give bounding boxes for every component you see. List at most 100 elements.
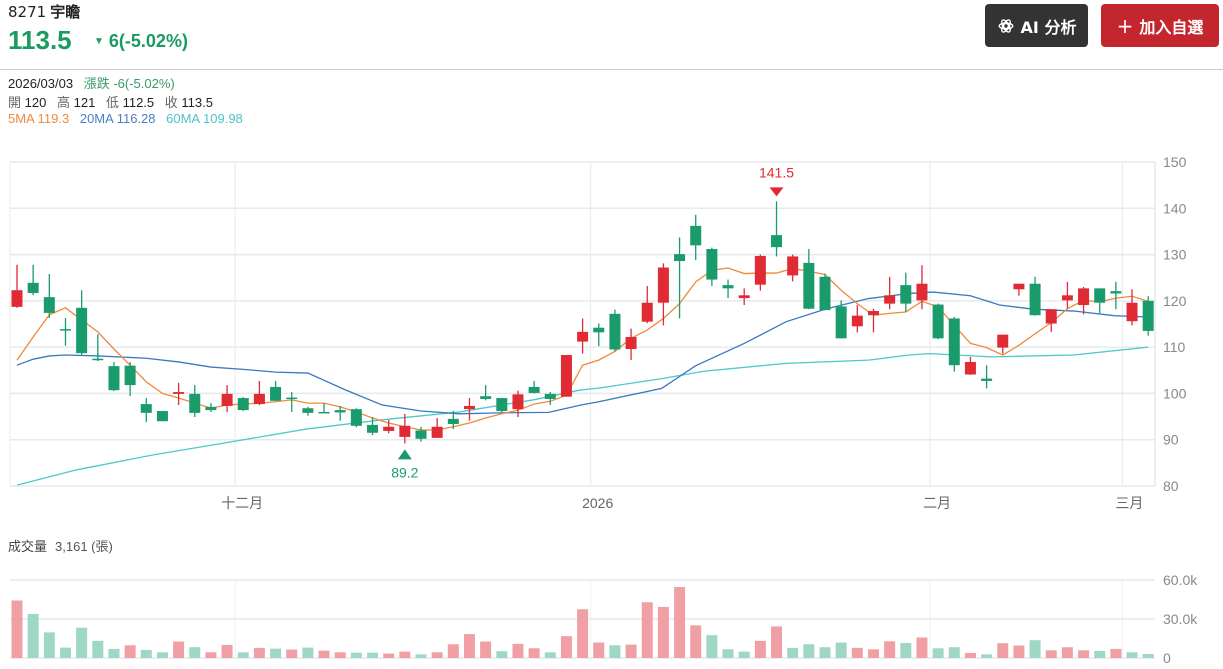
candle-down bbox=[318, 403, 330, 414]
candle-down bbox=[771, 201, 783, 257]
info-change-label: 漲跌 bbox=[83, 76, 110, 91]
date-tick-label: 十二月 bbox=[221, 495, 263, 511]
volume-bar bbox=[124, 645, 136, 658]
candle-down bbox=[76, 290, 88, 356]
candle-body bbox=[480, 396, 492, 399]
volume-bar bbox=[221, 644, 233, 658]
candle-down bbox=[690, 214, 702, 261]
volume-value: 3,161 (張) bbox=[55, 539, 113, 554]
candle-body bbox=[657, 267, 669, 303]
candle-down bbox=[447, 411, 459, 430]
ma60-value: 109.98 bbox=[203, 111, 243, 126]
candle-body bbox=[463, 405, 475, 410]
volume-bar bbox=[270, 648, 282, 658]
candle-body bbox=[560, 355, 572, 397]
volume-bar bbox=[11, 600, 23, 658]
candle-down bbox=[706, 247, 718, 287]
candle-body bbox=[189, 393, 201, 413]
chart-grid bbox=[9, 161, 1156, 658]
candle-body bbox=[431, 426, 443, 438]
ai-analysis-button[interactable]: AI 分析 bbox=[985, 4, 1088, 47]
volume-bar bbox=[512, 643, 524, 658]
volume-bar bbox=[577, 609, 589, 658]
price-change: ▼ 6(-5.02%) bbox=[94, 31, 188, 52]
header-divider bbox=[0, 69, 1223, 70]
candle-down bbox=[1029, 276, 1041, 316]
candle-body bbox=[1142, 300, 1154, 331]
candle-body bbox=[140, 404, 152, 413]
ma20-line bbox=[16, 291, 1149, 415]
volume-bar bbox=[803, 644, 815, 658]
volume-bar bbox=[851, 647, 863, 658]
volume-bar bbox=[900, 642, 912, 658]
candle-body bbox=[593, 327, 605, 333]
volume-bar bbox=[92, 640, 104, 658]
volume-bar bbox=[787, 647, 799, 658]
ma60-line bbox=[16, 346, 1149, 486]
candle-down bbox=[189, 385, 201, 418]
candle-body bbox=[900, 285, 912, 304]
candle-body bbox=[690, 225, 702, 246]
candle-down bbox=[334, 405, 346, 421]
candle-down bbox=[286, 392, 298, 412]
candle-body bbox=[867, 311, 879, 316]
candles bbox=[11, 201, 1154, 444]
candle-down bbox=[900, 272, 912, 312]
volume-bar bbox=[657, 606, 669, 658]
price-tick-label: 100 bbox=[1163, 385, 1187, 401]
ma60-label: 60MA bbox=[166, 111, 200, 126]
volume-bar bbox=[480, 641, 492, 658]
ma20-value: 116.28 bbox=[116, 111, 156, 126]
candle-up bbox=[11, 264, 23, 308]
candle-body bbox=[286, 397, 298, 400]
volume-bar bbox=[528, 648, 540, 658]
open-value: 120 bbox=[24, 95, 47, 110]
candle-down bbox=[367, 417, 379, 436]
candle-body bbox=[318, 411, 330, 414]
add-to-watchlist-label: 加入自選 bbox=[1139, 17, 1204, 37]
volume-bar bbox=[771, 626, 783, 658]
candle-down bbox=[819, 273, 831, 311]
volume-bar bbox=[641, 602, 653, 658]
price-tick-label: 130 bbox=[1163, 247, 1187, 263]
candle-body bbox=[981, 378, 993, 381]
candle-body bbox=[851, 315, 863, 327]
candle-up bbox=[964, 356, 976, 375]
volume-bar bbox=[1110, 648, 1122, 658]
candle-up bbox=[1045, 309, 1057, 332]
candle-down bbox=[302, 406, 314, 416]
candle-body bbox=[43, 297, 55, 313]
price-tick-label: 120 bbox=[1163, 293, 1187, 309]
info-date-row: 2026/03/03 漲跌 -6(-5.02%) bbox=[8, 73, 175, 92]
candle-body bbox=[156, 411, 168, 422]
volume-bar bbox=[593, 642, 605, 658]
volume-bar bbox=[706, 635, 718, 658]
volume-bar bbox=[948, 647, 960, 658]
chart-annotations: 141.5 89.2 bbox=[391, 164, 794, 480]
candle-body bbox=[609, 313, 621, 350]
candle-up bbox=[641, 286, 653, 324]
volume-bar bbox=[1078, 650, 1090, 658]
candle-up bbox=[173, 382, 185, 405]
candle-body bbox=[302, 408, 314, 413]
candle-body bbox=[528, 386, 540, 393]
volume-tick-label: 30.0k bbox=[1163, 611, 1198, 627]
add-to-watchlist-button[interactable]: + 加入自選 bbox=[1101, 4, 1219, 47]
candle-up bbox=[657, 263, 669, 326]
volume-bar bbox=[253, 647, 265, 658]
candle-body bbox=[496, 398, 508, 412]
volume-bar bbox=[318, 650, 330, 658]
candle-body bbox=[803, 262, 815, 309]
candle-down bbox=[609, 309, 621, 352]
open-label: 開 bbox=[8, 95, 22, 110]
volume-bar bbox=[367, 652, 379, 658]
ma20-label: 20MA bbox=[79, 111, 114, 126]
candle-body bbox=[92, 358, 104, 361]
high-label: 高 bbox=[56, 95, 70, 110]
stock-code: 8271 bbox=[8, 3, 47, 21]
candle-down bbox=[722, 279, 734, 299]
candle-body bbox=[11, 290, 23, 307]
candle-body bbox=[237, 398, 249, 411]
candle-up bbox=[431, 417, 443, 438]
